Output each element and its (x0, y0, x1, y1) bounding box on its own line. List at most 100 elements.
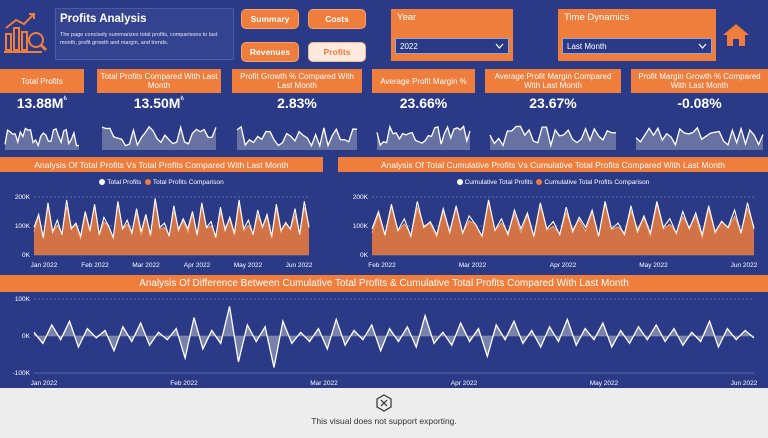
difference-chart: Analysis Of Difference Between Cumulativ… (0, 275, 768, 387)
time-dynamics-slicer: Time Dynamics Last Month (558, 9, 716, 61)
kpi-title: Total Profits (0, 69, 84, 93)
kpi-title: Total Profits Compared With Last Month (97, 69, 221, 93)
sparkline-line (635, 126, 764, 147)
legend-label: Total Profits (107, 179, 142, 186)
legend-label: Cumulative Total Profits (464, 179, 533, 186)
kpi-total-profits-compared: Total Profits Compared With Last Month 1… (97, 69, 221, 152)
series-area-comparison (372, 201, 754, 255)
page-title: Profits Analysis (60, 13, 147, 25)
kpi-sparkline (376, 124, 471, 150)
sparkline-line (489, 125, 617, 149)
kpi-profit-margin-growth: Profit Margin Growth % Compared With Las… (631, 69, 768, 152)
x-tick-label: Jan 2022 (31, 380, 58, 387)
y-tick-label: 0K (360, 252, 369, 259)
cumulative-profits-chart: Analysis Of Total Cumulative Profits Vs … (338, 157, 768, 269)
x-tick-label: Feb 2022 (368, 262, 396, 269)
kpi-value: 13.50M₺ (133, 95, 185, 111)
sparkline-area (102, 126, 216, 150)
x-tick-label: Feb 2022 (81, 262, 109, 269)
y-tick-label: -100K (13, 370, 31, 377)
x-tick-label: Apr 2022 (184, 262, 211, 269)
x-tick-label: Mar 2022 (310, 380, 338, 387)
series-area-comparison (34, 201, 309, 255)
kpi-value: 2.83% (277, 95, 317, 111)
kpi-value: 13.88M₺ (16, 95, 68, 111)
kpi-title: Profit Margin Growth % Compared With Las… (631, 69, 768, 93)
kpi-sparkline (101, 124, 217, 150)
sparkline-area (237, 126, 357, 150)
close-circle-icon (375, 394, 393, 417)
sparkline-line (376, 124, 471, 147)
chart-title: Analysis Of Difference Between Cumulativ… (0, 275, 768, 292)
year-dropdown-value: 2022 (400, 41, 418, 51)
sparkline-line (236, 125, 358, 148)
home-icon[interactable] (722, 22, 750, 48)
y-tick-label: 200K (353, 194, 369, 201)
year-slicer: Year 2022 (391, 9, 513, 61)
chart-title: Analysis Of Total Profits Vs Total Profi… (0, 157, 323, 172)
kpi-value: 23.67% (529, 95, 577, 111)
export-message: This visual does not support exporting. (311, 416, 457, 426)
difference-line (33, 306, 755, 368)
kpi-sparkline (635, 126, 764, 150)
time-dynamics-dropdown[interactable]: Last Month (562, 38, 712, 54)
difference-area (34, 306, 754, 368)
time-dynamics-slicer-label: Time Dynamics (564, 12, 630, 23)
year-dropdown[interactable]: 2022 (395, 38, 509, 54)
legend-dot (536, 179, 543, 186)
y-tick-label: 0K (22, 252, 31, 259)
x-tick-label: Apr 2022 (451, 380, 478, 387)
chart-title: Analysis Of Total Cumulative Profits Vs … (338, 157, 768, 172)
title-card: Profits Analysis The page concisely summ… (55, 8, 234, 60)
series-line-main (371, 199, 755, 239)
profit-chart-logo-icon (2, 10, 50, 56)
x-tick-label: Mar 2022 (459, 262, 487, 269)
chevron-down-icon (698, 42, 707, 51)
time-dynamics-dropdown-value: Last Month (567, 41, 607, 51)
kpi-value: -0.08% (677, 95, 722, 111)
legend-dot (99, 179, 106, 186)
costs-button[interactable]: Costs (308, 9, 366, 29)
x-tick-label: Jun 2022 (731, 380, 758, 387)
kpi-sparkline (4, 127, 80, 150)
profits-button[interactable]: Profits (308, 42, 366, 62)
chevron-down-icon (495, 42, 504, 51)
x-tick-label: Jun 2022 (286, 262, 313, 269)
area-chart: 200K 100K 0K Feb 2022 Mar 2022 Apr 2022 May 20… (353, 194, 758, 269)
dashboard: Profits Analysis The page concisely summ… (0, 8, 768, 387)
legend-label: Total Profits Comparison (152, 179, 224, 186)
y-tick-label: 100K (15, 296, 31, 303)
page-description: The page concisely summarizes total prof… (60, 32, 218, 46)
legend-label: Cumulative Total Profits Comparison (544, 179, 650, 186)
y-tick-label: 100K (353, 223, 369, 230)
revenues-button[interactable]: Revenues (241, 42, 299, 62)
sparkline-line (4, 127, 80, 148)
y-tick-label: 100K (15, 223, 31, 230)
kpi-title: Average Profit Margin % (372, 69, 475, 93)
chart-legend: Total Profits Total Profits Comparison (0, 179, 323, 186)
x-tick-label: Jun 2022 (731, 262, 758, 269)
year-slicer-label: Year (397, 12, 417, 23)
x-tick-label: May 2022 (639, 262, 668, 269)
kpi-average-profit-margin-compared: Average Profit Margin Compared With Last… (485, 69, 621, 152)
kpi-average-profit-margin: Average Profit Margin % 23.66% (372, 69, 475, 152)
series-line-main (33, 198, 310, 240)
y-tick-label: 0K (22, 333, 31, 340)
kpi-value: 23.66% (399, 95, 448, 111)
y-tick-label: 200K (15, 194, 31, 201)
x-tick-label: May 2022 (234, 262, 263, 269)
sparkline-area (636, 127, 763, 150)
kpi-total-profits: Total Profits 13.88M₺ (0, 69, 84, 152)
x-tick-label: Mar 2022 (132, 262, 160, 269)
profits-comparison-chart: Analysis Of Total Profits Vs Total Profi… (0, 157, 323, 269)
x-tick-label: Feb 2022 (170, 380, 198, 387)
summary-button[interactable]: Summary (241, 9, 299, 29)
export-message-area: This visual does not support exporting. (0, 388, 768, 438)
kpi-sparkline (236, 125, 358, 150)
kpi-title: Profit Growth % Compared With Last Month (232, 69, 362, 93)
x-tick-label: Jan 2022 (31, 262, 58, 269)
kpi-profit-growth: Profit Growth % Compared With Last Month… (232, 69, 362, 152)
chart-legend: Cumulative Total Profits Cumulative Tota… (338, 179, 768, 186)
